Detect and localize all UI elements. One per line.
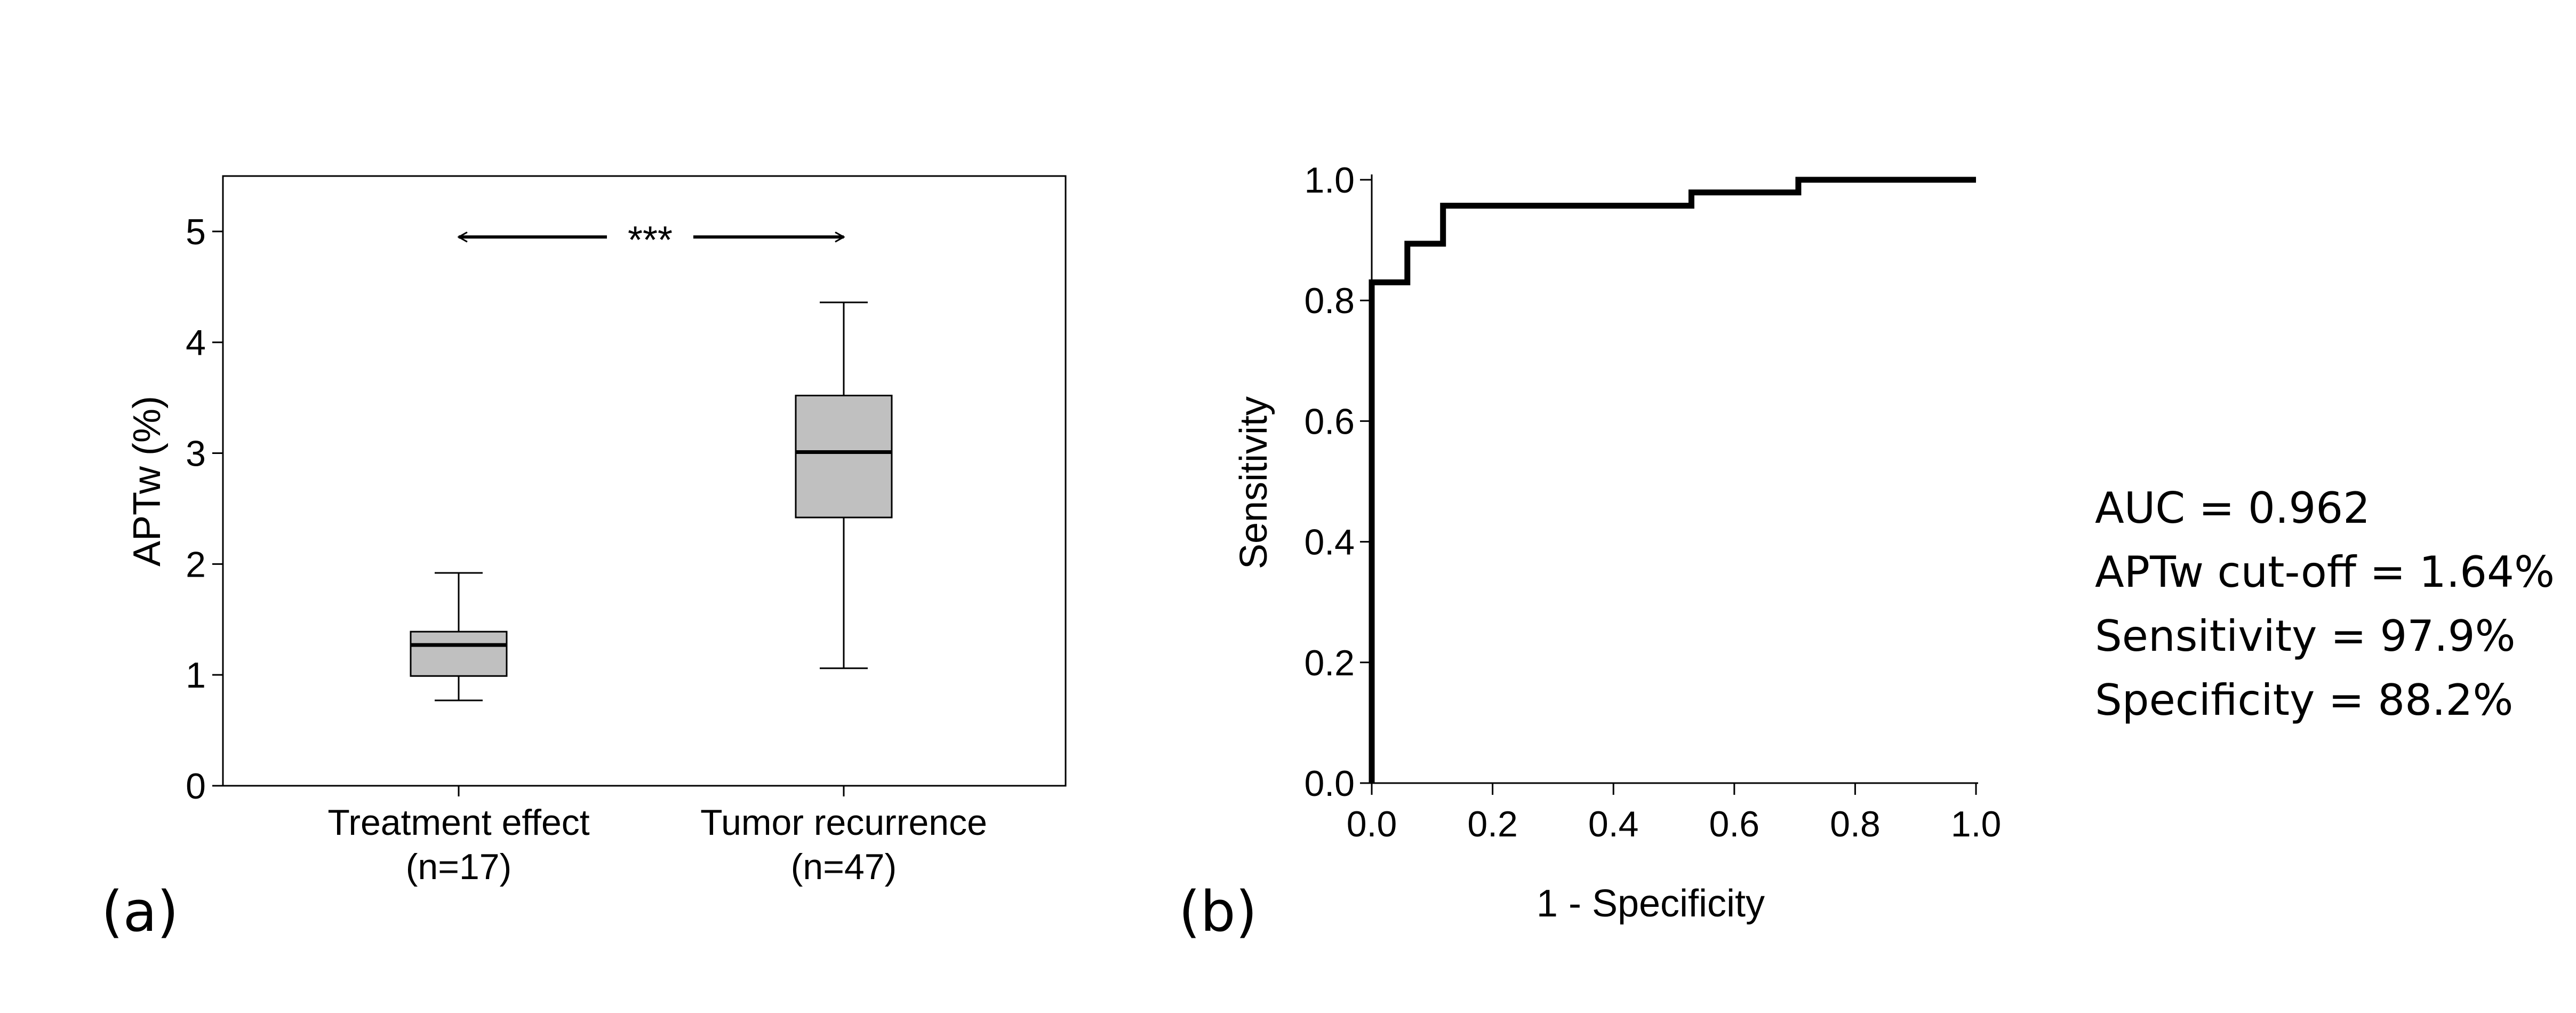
category-n-label: (n=47) <box>791 847 897 887</box>
boxplot-panel: 0 1 2 3 4 5 Treatment effect(n=17) Tumor recur… <box>101 175 1067 944</box>
significance-label: *** <box>628 219 673 261</box>
roc-y-axis-label: Sensitivity <box>1233 396 1275 569</box>
boxplot-y-tick-label: 0 <box>186 766 206 807</box>
panel-label-b: (b) <box>1179 879 1257 944</box>
boxplot-y-tick-label: 2 <box>186 544 206 585</box>
boxplot-y-tick-label: 1 <box>186 655 206 696</box>
roc-axes <box>1371 174 1978 784</box>
boxplot-y-ticks: 0 1 2 3 4 5 <box>186 212 223 807</box>
roc-x-tick-label: 0.6 <box>1709 804 1760 844</box>
roc-x-tick-label: 0.8 <box>1830 804 1881 844</box>
roc-y-tick-label: 0.4 <box>1304 522 1355 563</box>
box-tumor-recurrence <box>795 301 893 669</box>
panel-label-a: (a) <box>101 879 179 944</box>
interquartile-box <box>795 394 893 519</box>
box-treatment-effect <box>410 572 508 701</box>
roc-panel: 0.0 0.2 0.4 0.6 0.8 1.0 0.0 0.2 0.4 0.6 0.8 1.0 1 … <box>1179 160 2001 944</box>
category-label: Treatment effect <box>327 802 589 843</box>
specificity-text: Specificity = 88.2% <box>2095 675 2513 725</box>
roc-y-tick-label: 0.0 <box>1304 763 1355 804</box>
boxplot-y-tick-label: 3 <box>186 434 206 474</box>
roc-y-ticks: 0.0 0.2 0.4 0.6 0.8 1.0 <box>1304 160 1372 804</box>
category-n-label: (n=17) <box>406 847 511 887</box>
roc-x-tick-label: 1.0 <box>1951 804 2002 844</box>
roc-x-tick-label: 0.4 <box>1588 804 1639 844</box>
sensitivity-text: Sensitivity = 97.9% <box>2095 611 2516 661</box>
roc-y-tick-label: 0.6 <box>1304 401 1355 442</box>
roc-y-tick-label: 0.8 <box>1304 281 1355 321</box>
boxplot-x-ticks <box>458 786 845 796</box>
cutoff-text: APTw cut-off = 1.64% <box>2095 547 2555 597</box>
roc-statistics: AUC = 0.962 APTw cut-off = 1.64% Sensiti… <box>2095 483 2555 725</box>
significance-marker: *** <box>459 219 844 261</box>
boxplot-y-tick-label: 5 <box>186 212 206 252</box>
boxplot-y-tick-label: 4 <box>186 323 206 363</box>
boxplot-boxes <box>410 301 893 701</box>
category-label: Tumor recurrence <box>700 802 987 843</box>
roc-x-tick-label: 0.0 <box>1347 804 1397 844</box>
boxplot-y-axis-label: APTw (%) <box>126 396 169 567</box>
interquartile-box <box>410 631 508 677</box>
roc-x-tick-label: 0.2 <box>1467 804 1518 844</box>
roc-x-axis-label: 1 - Specificity <box>1537 882 1765 925</box>
roc-y-tick-label: 1.0 <box>1304 160 1355 201</box>
auc-text: AUC = 0.962 <box>2095 483 2370 533</box>
roc-curve <box>1369 177 1976 783</box>
roc-y-tick-label: 0.2 <box>1304 643 1355 683</box>
roc-x-ticks: 0.0 0.2 0.4 0.6 0.8 1.0 <box>1347 783 2002 844</box>
boxplot-category-labels: Treatment effect(n=17) Tumor recurrence(n… <box>327 802 987 887</box>
boxplot-frame <box>222 175 1067 787</box>
